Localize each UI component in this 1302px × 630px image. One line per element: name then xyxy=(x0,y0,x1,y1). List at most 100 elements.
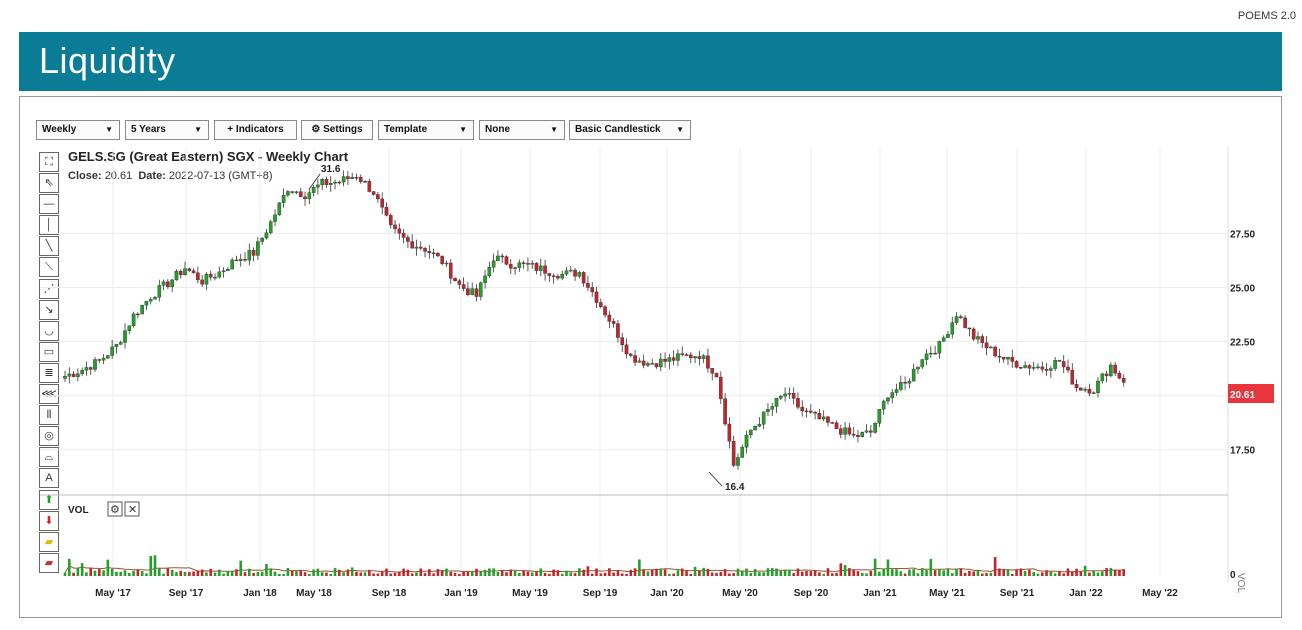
volume-bar xyxy=(805,570,808,576)
candle-body xyxy=(641,360,646,366)
chart-frame: Weekly ▼ 5 Years ▼ + Indicators ⚙ Settings… xyxy=(19,96,1282,618)
delete-icon[interactable]: ▰ xyxy=(39,552,59,573)
fibonacci-icon[interactable]: ≣ xyxy=(39,362,59,383)
date-value: 2022-07-13 (GMT+8) xyxy=(168,170,273,182)
candle-body xyxy=(513,267,517,269)
volume-bar xyxy=(235,569,238,576)
volume-close-icon[interactable]: ✕ xyxy=(124,501,140,517)
volume-bar xyxy=(590,573,594,576)
candle-body xyxy=(521,262,526,264)
volume-bar xyxy=(170,569,174,576)
volume-bar xyxy=(265,564,268,576)
candle-body xyxy=(843,427,847,435)
vertical-line-icon[interactable]: │ xyxy=(39,215,59,236)
candle-body xyxy=(187,268,192,271)
volume-bar xyxy=(869,571,873,576)
pointer-icon[interactable]: ⇖ xyxy=(39,173,59,194)
volume-bar xyxy=(822,573,825,576)
candle-body xyxy=(328,182,333,185)
indicators-button[interactable]: + Indicators xyxy=(214,120,297,140)
volume-bar xyxy=(925,570,928,576)
candle-body xyxy=(937,341,942,354)
volume-bar xyxy=(895,569,898,576)
x-tick-label: May '20 xyxy=(722,588,758,599)
eraser-icon[interactable]: ▰ xyxy=(39,531,59,552)
settings-button[interactable]: ⚙ Settings xyxy=(301,120,373,140)
candle-body xyxy=(440,255,444,264)
candle-body xyxy=(684,354,689,356)
y-tick-label: 25.00 xyxy=(1230,283,1255,294)
chart-style-select[interactable]: Basic Candlestick ▼ xyxy=(569,120,691,140)
arrow-line-icon[interactable]: ↘ xyxy=(39,299,59,320)
candle-body xyxy=(894,389,899,393)
volume-bar xyxy=(998,568,1001,576)
volume-bar xyxy=(702,568,705,576)
arc-icon[interactable]: ◡ xyxy=(39,320,59,341)
volume-bar xyxy=(938,569,941,576)
candle-body xyxy=(701,355,706,359)
volume-bar xyxy=(1083,565,1087,576)
candle-body xyxy=(950,322,955,335)
x-tick-label: May '19 xyxy=(512,588,548,599)
volume-bar xyxy=(419,568,423,576)
gann-icon[interactable]: ⦀ xyxy=(39,405,59,426)
candle-body xyxy=(697,356,702,359)
horizontal-line-icon[interactable]: — xyxy=(39,194,59,215)
candle-body xyxy=(658,358,663,368)
parallel-channel-icon[interactable]: ⋰ xyxy=(39,278,59,299)
interval-select[interactable]: Weekly ▼ xyxy=(36,120,120,140)
volume-bar xyxy=(650,569,654,576)
candle-body xyxy=(916,366,920,370)
candle-body xyxy=(787,393,792,395)
candle-body xyxy=(971,328,976,340)
candle-body xyxy=(594,291,599,303)
volume-bar xyxy=(342,572,345,576)
candle-body xyxy=(547,273,552,276)
range-select[interactable]: 5 Years ▼ xyxy=(125,120,209,140)
fan-icon[interactable]: ⋘ xyxy=(39,384,59,405)
ray-icon[interactable]: ⟍ xyxy=(39,257,59,278)
expand-icon[interactable]: ⛶ xyxy=(39,152,59,172)
candle-body xyxy=(457,280,462,285)
volume-bar xyxy=(770,568,774,576)
down-arrow-icon[interactable]: ⬇ xyxy=(39,510,59,531)
volume-bar xyxy=(110,568,114,576)
volume-bar xyxy=(479,571,483,576)
candle-body xyxy=(350,176,354,179)
volume-bar xyxy=(980,573,984,576)
candle-body xyxy=(530,263,535,265)
circle-icon[interactable]: ◎ xyxy=(39,426,59,447)
volume-bar xyxy=(106,559,110,576)
volume-axis-label: VOL xyxy=(1235,573,1246,593)
rectangle-icon[interactable]: ▭ xyxy=(39,341,59,362)
volume-bar xyxy=(608,568,611,576)
volume-bar xyxy=(145,573,148,576)
volume-bar xyxy=(526,571,530,576)
chevron-down-icon: ▼ xyxy=(105,125,113,134)
candle-body xyxy=(864,430,869,433)
text-icon[interactable]: A xyxy=(39,468,59,489)
trend-line-icon[interactable]: ╲ xyxy=(39,236,59,257)
volume-bar xyxy=(312,569,315,576)
volume-bar xyxy=(179,570,183,576)
candle-body xyxy=(1001,356,1006,360)
candle-body xyxy=(286,191,290,196)
candle-body xyxy=(740,446,745,458)
volume-bar xyxy=(963,572,967,576)
volume-bar xyxy=(852,569,855,576)
volume-bar xyxy=(560,573,564,576)
candle-body xyxy=(556,276,560,279)
volume-bar xyxy=(415,572,418,576)
candle-body xyxy=(221,270,226,273)
volume-settings-icon[interactable]: ⚙ xyxy=(107,501,123,517)
template-select[interactable]: Template ▼ xyxy=(378,120,474,140)
pitchfork-icon[interactable]: ⌓ xyxy=(39,447,59,468)
candle-body xyxy=(633,355,637,363)
compare-select[interactable]: None ▼ xyxy=(479,120,565,140)
candle-body xyxy=(650,363,655,365)
candle-body xyxy=(230,259,234,270)
volume-bar xyxy=(522,570,525,576)
candle-body xyxy=(920,359,925,368)
volume-bar xyxy=(278,573,281,576)
volume-bar xyxy=(488,568,491,576)
